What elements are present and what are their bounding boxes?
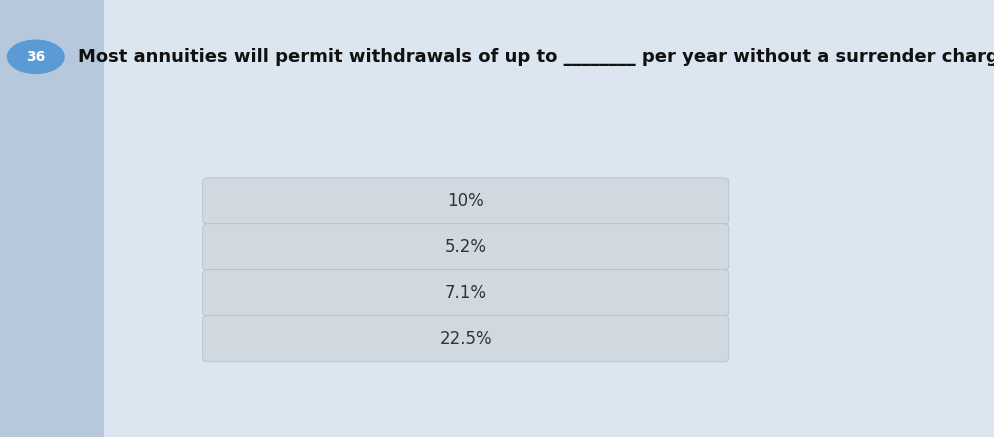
Circle shape	[7, 40, 64, 73]
FancyBboxPatch shape	[0, 0, 104, 437]
Text: 7.1%: 7.1%	[444, 284, 486, 302]
Text: Most annuities will permit withdrawals of up to ________ per year without a surr: Most annuities will permit withdrawals o…	[79, 48, 994, 66]
FancyBboxPatch shape	[203, 316, 729, 362]
FancyBboxPatch shape	[203, 270, 729, 316]
Text: 36: 36	[26, 50, 46, 64]
Text: 10%: 10%	[447, 192, 484, 210]
Text: 5.2%: 5.2%	[444, 238, 486, 256]
Text: 22.5%: 22.5%	[439, 329, 492, 348]
FancyBboxPatch shape	[203, 224, 729, 270]
FancyBboxPatch shape	[203, 178, 729, 224]
